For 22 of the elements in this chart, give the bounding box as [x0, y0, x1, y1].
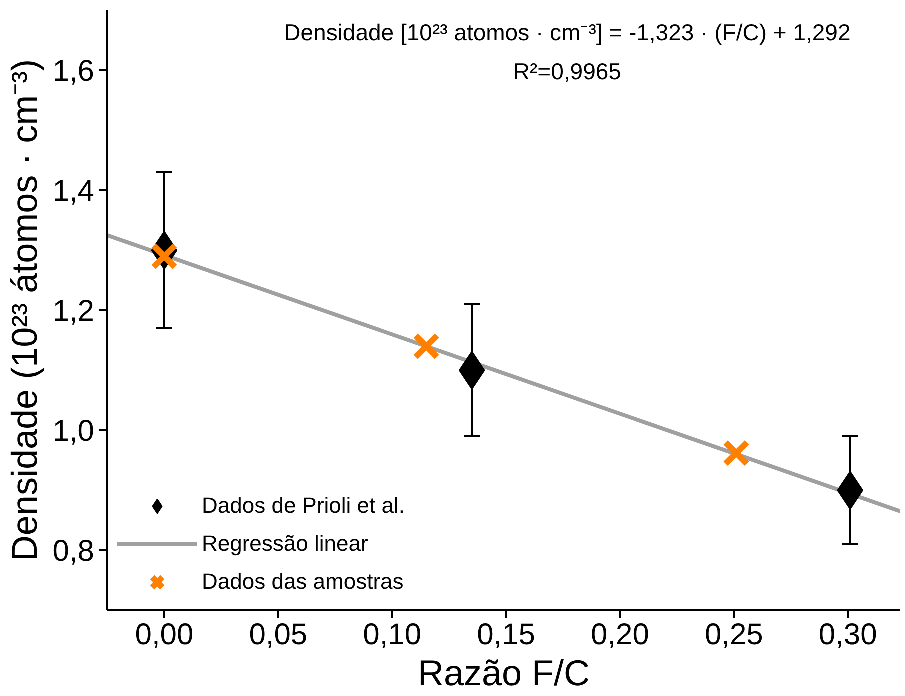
annotation: R²=0,9965: [513, 58, 622, 84]
x-tick-label: 0,20: [591, 618, 650, 652]
x-tick-label: 0,15: [477, 618, 536, 652]
y-axis-title: Densidade (10²³ átomos · cm⁻³): [4, 59, 45, 562]
point: [412, 332, 440, 360]
point: [722, 440, 750, 467]
x-tick-label: 0,30: [818, 618, 878, 652]
x-tick-label: 0,00: [135, 618, 194, 652]
x-tick-label: 0,05: [249, 618, 308, 652]
point: [150, 242, 178, 270]
y-tick-label: 1,6: [52, 55, 95, 88]
annotation: Densidade [10²³ atomos · cm⁻³] = -1,323 · (F/C) + 1,292: [284, 20, 851, 46]
y-tick-label: 1,4: [52, 175, 95, 208]
x-tick-label: 0,25: [704, 618, 764, 652]
y-tick-label: 1,0: [52, 415, 95, 448]
legend-label: Dados de Prioli et al.: [202, 493, 405, 519]
legend-label: Dados das amostras: [202, 569, 404, 595]
x-axis-title: Razão F/C: [418, 652, 590, 694]
legend-label: Regressão linear: [202, 531, 368, 557]
x-tick-label: 0,10: [363, 618, 422, 652]
y-tick-label: 1,2: [52, 295, 95, 328]
y-tick-label: 0,8: [52, 535, 95, 568]
